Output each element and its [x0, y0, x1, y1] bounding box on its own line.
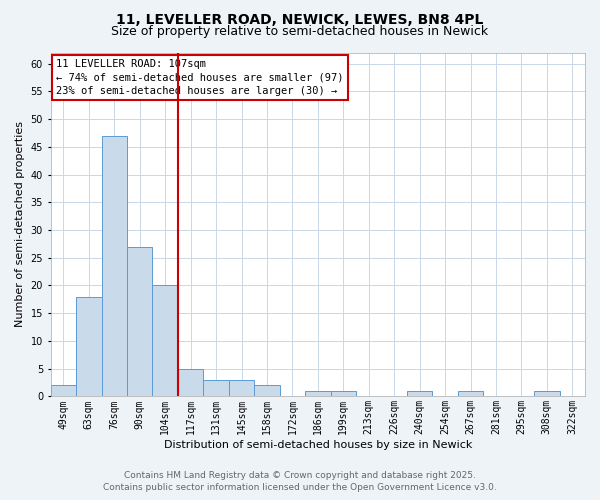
- Text: Size of property relative to semi-detached houses in Newick: Size of property relative to semi-detach…: [112, 25, 488, 38]
- Bar: [534, 391, 560, 396]
- Bar: [152, 286, 178, 397]
- Bar: [203, 380, 229, 396]
- Text: 11, LEVELLER ROAD, NEWICK, LEWES, BN8 4PL: 11, LEVELLER ROAD, NEWICK, LEWES, BN8 4P…: [116, 12, 484, 26]
- Bar: [229, 380, 254, 396]
- Bar: [331, 391, 356, 396]
- Bar: [76, 296, 101, 396]
- Bar: [305, 391, 331, 396]
- Bar: [178, 368, 203, 396]
- Text: 11 LEVELLER ROAD: 107sqm
← 74% of semi-detached houses are smaller (97)
23% of s: 11 LEVELLER ROAD: 107sqm ← 74% of semi-d…: [56, 60, 344, 96]
- X-axis label: Distribution of semi-detached houses by size in Newick: Distribution of semi-detached houses by …: [164, 440, 472, 450]
- Bar: [127, 246, 152, 396]
- Bar: [407, 391, 433, 396]
- Bar: [50, 386, 76, 396]
- Bar: [458, 391, 483, 396]
- Bar: [254, 386, 280, 396]
- Text: Contains HM Land Registry data © Crown copyright and database right 2025.
Contai: Contains HM Land Registry data © Crown c…: [103, 471, 497, 492]
- Y-axis label: Number of semi-detached properties: Number of semi-detached properties: [15, 122, 25, 328]
- Bar: [101, 136, 127, 396]
